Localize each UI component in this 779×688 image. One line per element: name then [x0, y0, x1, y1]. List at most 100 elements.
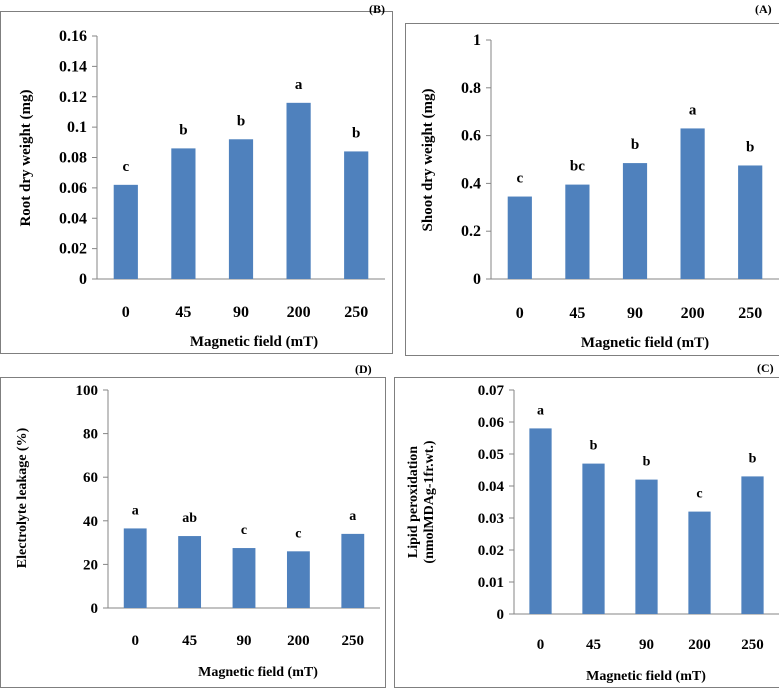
chart-c-y-tick-label: 0.01 [478, 575, 504, 591]
chart-a-category-label: 90 [627, 305, 643, 322]
chart-b-y-tick-label: 0.1 [67, 119, 87, 136]
chart-d-y-tick-label: 60 [83, 470, 98, 486]
chart-c-y-tick-label: 0.02 [478, 543, 504, 559]
chart-d-bar [232, 548, 256, 608]
panel-label-b: (B) [369, 2, 385, 16]
chart-d-bar [341, 533, 365, 608]
chart-d-x-axis-title: Magnetic field (mT) [198, 665, 318, 680]
chart-a-y-tick-label: 0.6 [461, 128, 481, 145]
chart-d-category-label: 0 [131, 633, 139, 649]
chart-b-y-axis-title: Root dry weight (mg) [18, 89, 34, 226]
chart-d-y-tick-label: 80 [83, 427, 98, 443]
chart-b-category-label: 45 [175, 304, 191, 321]
chart-c-bar [741, 476, 764, 614]
panel-label-c: (C) [757, 361, 774, 375]
chart-d-y-axis-title: Electrolyte leakage (%) [15, 427, 30, 568]
chart-c-category-label: 250 [741, 637, 764, 653]
chart-d-significance-letter: ab [182, 511, 197, 526]
chart-c-significance-letter: c [696, 487, 702, 502]
chart-panel-root-dry-weight [0, 11, 393, 354]
chart-d-category-label: 45 [182, 633, 197, 649]
chart-c-significance-letter: b [590, 439, 598, 454]
chart-panel-shoot-dry-weight [405, 23, 779, 356]
chart-a-significance-letter: a [689, 102, 697, 118]
chart-a-y-tick-label: 0.2 [461, 223, 481, 240]
chart-c-category-label: 0 [537, 637, 545, 653]
chart-a-category-label: 0 [516, 305, 524, 322]
chart-d-significance-letter: c [295, 526, 301, 541]
chart-d-significance-letter: a [132, 503, 139, 518]
chart-b-y-tick-label: 0.04 [59, 210, 87, 227]
chart-b-significance-letter: b [237, 113, 245, 129]
chart-c-y-tick-label: 0 [497, 607, 505, 623]
chart-c-bar [688, 511, 711, 614]
chart-c-bar [529, 428, 552, 614]
chart-a-bar [622, 163, 648, 279]
chart-b-y-tick-label: 0.08 [59, 150, 87, 167]
chart-b-y-tick-label: 0.12 [59, 89, 87, 106]
chart-c-category-label: 45 [586, 637, 601, 653]
chart-b-category-label: 90 [233, 304, 249, 321]
chart-a-x-axis-title: Magnetic field (mT) [581, 335, 709, 351]
chart-a-bar [738, 165, 763, 279]
chart-a-significance-letter: b [631, 137, 639, 153]
chart-d-bar [286, 551, 310, 608]
chart-a-significance-letter: bc [570, 159, 585, 175]
chart-a-y-axis-title: Shoot dry weight (mg) [420, 89, 436, 232]
chart-c-y-tick-label: 0.05 [478, 447, 504, 463]
chart-c-y-axis-title-line2: (nmolMDAg-1fr.wt.) [422, 440, 437, 563]
chart-d-category-label: 90 [237, 633, 252, 649]
chart-b-significance-letter: c [122, 159, 129, 175]
chart-c-y-tick-label: 0.07 [478, 383, 505, 399]
chart-c-y-tick-label: 0.03 [478, 511, 504, 527]
chart-b-x-axis-title: Magnetic field (mT) [190, 334, 318, 350]
chart-b-significance-letter: b [179, 122, 187, 138]
chart-a-category-label: 45 [569, 305, 585, 322]
chart-a-bar [507, 196, 532, 279]
chart-d-bar [123, 528, 147, 608]
chart-d-category-label: 250 [342, 633, 365, 649]
chart-b-bar [228, 139, 254, 279]
chart-d-y-tick-label: 100 [76, 383, 99, 399]
chart-d-category-label: 200 [287, 633, 310, 649]
chart-d-y-tick-label: 20 [83, 557, 98, 573]
chart-b-y-tick-label: 0.16 [59, 28, 87, 45]
chart-c-category-label: 90 [639, 637, 654, 653]
chart-b-y-tick-label: 0.14 [59, 58, 87, 75]
chart-d-y-tick-label: 0 [91, 601, 99, 617]
chart-a-y-tick-label: 0.8 [461, 80, 481, 97]
chart-c-y-tick-label: 0.04 [478, 479, 505, 495]
chart-c-y-tick-label: 0.06 [478, 415, 505, 431]
chart-b-significance-letter: b [352, 125, 360, 141]
chart-c-bar [582, 463, 605, 614]
chart-b-bar [286, 102, 311, 279]
chart-b-category-label: 200 [287, 304, 311, 321]
panel-label-d: (D) [355, 362, 372, 376]
chart-a-bar [680, 128, 705, 279]
chart-d-y-tick-label: 40 [83, 514, 98, 530]
chart-c-bar [635, 479, 658, 614]
chart-c-category-label: 200 [688, 637, 711, 653]
chart-a-category-label: 200 [681, 305, 705, 322]
chart-d-significance-letter: c [241, 523, 247, 538]
chart-a-bar [565, 184, 590, 279]
chart-b-category-label: 0 [122, 304, 130, 321]
chart-c-significance-letter: b [643, 455, 651, 470]
chart-c-significance-letter: a [537, 403, 544, 418]
chart-panel-electrolyte-leakage [0, 377, 386, 688]
chart-c-x-axis-title: Magnetic field (mT) [586, 669, 706, 684]
chart-b-category-label: 250 [344, 304, 368, 321]
chart-a-y-tick-label: 0 [473, 271, 481, 288]
chart-a-y-tick-label: 0.4 [461, 175, 481, 192]
chart-b-y-tick-label: 0.02 [59, 241, 87, 258]
chart-d-significance-letter: a [349, 509, 356, 524]
panel-label-a: (A) [755, 2, 772, 16]
chart-b-y-tick-label: 0.06 [59, 180, 87, 197]
chart-a-y-tick-label: 1 [473, 32, 481, 49]
chart-d-bar [178, 536, 202, 608]
chart-c-significance-letter: b [749, 451, 757, 466]
chart-a-significance-letter: b [746, 139, 754, 155]
chart-b-significance-letter: a [295, 77, 303, 93]
chart-b-bar [171, 148, 196, 279]
chart-a-significance-letter: c [516, 171, 523, 187]
